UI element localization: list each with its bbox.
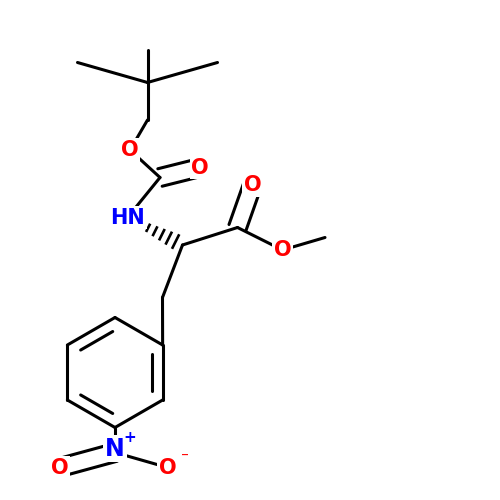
Text: O: O	[274, 240, 291, 260]
Text: O: O	[191, 158, 209, 178]
Text: N: N	[105, 436, 125, 460]
Text: O: O	[51, 458, 69, 477]
Text: O: O	[121, 140, 139, 160]
Text: ⁻: ⁻	[181, 451, 189, 466]
Text: +: +	[124, 430, 136, 445]
Text: O: O	[244, 175, 262, 195]
Text: O: O	[158, 458, 176, 477]
Text: HN: HN	[110, 208, 145, 228]
